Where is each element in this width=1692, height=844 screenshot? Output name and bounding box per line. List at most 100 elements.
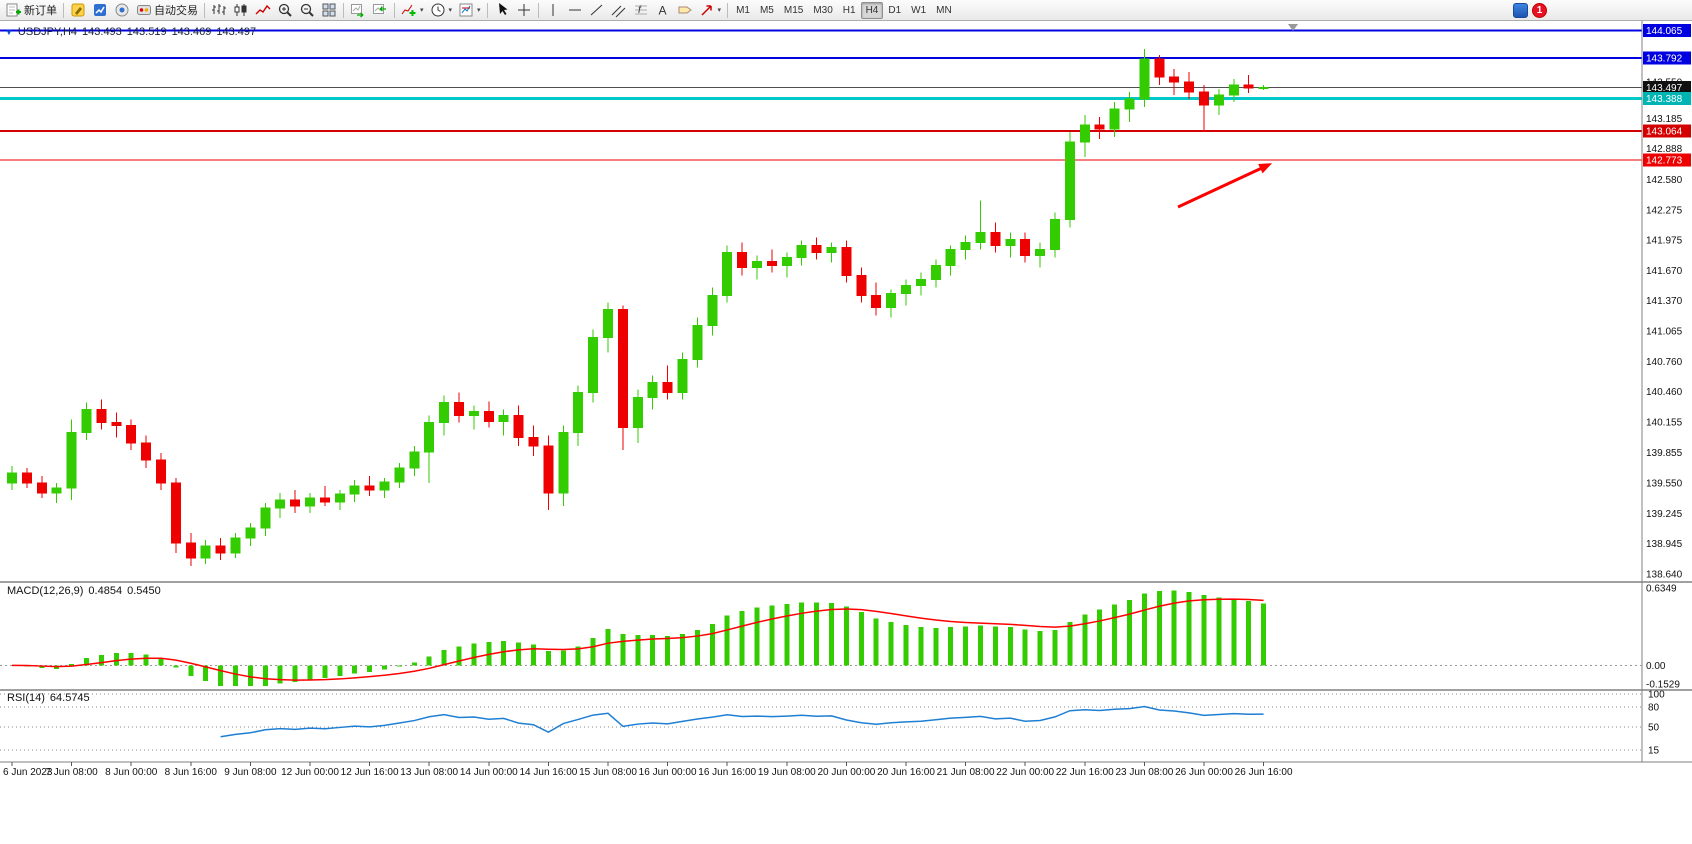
trendline-icon: [589, 2, 605, 18]
text-label-icon: [677, 2, 693, 18]
time-axis-labels: 6 Jun 20237 Jun 08:00 8 Jun 00:00 8 Jun 16…: [3, 762, 1293, 778]
svg-text:138.640: 138.640: [1646, 569, 1683, 580]
periods-icon: [430, 2, 446, 18]
text-button[interactable]: A: [652, 1, 674, 20]
candlestick-series: [7, 49, 1269, 566]
dropdown-caret-icon: ▾: [717, 7, 722, 14]
crosshair-button[interactable]: [513, 1, 535, 20]
fibonacci-icon: f: [633, 2, 649, 18]
svg-text:143.792: 143.792: [1646, 53, 1683, 64]
svg-text:22 Jun 00:00: 22 Jun 00:00: [996, 767, 1054, 778]
timeframe-m30-button[interactable]: M30: [813, 4, 833, 16]
price-axis[interactable]: [1642, 21, 1692, 762]
timeframe-m15-button[interactable]: M15: [783, 4, 804, 16]
svg-text:143.185: 143.185: [1646, 114, 1683, 125]
trendline-button[interactable]: [586, 1, 608, 20]
periods-button[interactable]: ▾: [427, 1, 456, 20]
arrows-button[interactable]: ▾: [696, 1, 725, 20]
cursor-button[interactable]: [491, 1, 513, 20]
timeframe-m5-button[interactable]: M5: [759, 4, 774, 16]
macd-histogram: [24, 590, 1267, 686]
chart-shift-button[interactable]: [369, 1, 391, 20]
zoom-out-button[interactable]: [296, 1, 318, 20]
mql5-icon[interactable]: [1513, 2, 1528, 18]
svg-text:12 Jun 16:00: 12 Jun 16:00: [341, 767, 399, 778]
templates-button[interactable]: ▾: [455, 1, 484, 20]
timeframe-h1-button[interactable]: H1: [842, 4, 856, 16]
svg-text:141.065: 141.065: [1646, 327, 1683, 338]
svg-text:26 Jun 00:00: 26 Jun 00:00: [1175, 767, 1233, 778]
svg-text:143.064: 143.064: [1646, 126, 1683, 137]
svg-text:140.155: 140.155: [1646, 418, 1683, 429]
bar-chart-icon: [211, 2, 227, 18]
bar-chart-button[interactable]: [208, 1, 230, 20]
timeframe-h4-button[interactable]: H4: [860, 1, 884, 19]
auto-scroll-icon: [350, 2, 366, 18]
line-chart-icon: [255, 2, 271, 18]
metaeditor-button[interactable]: [67, 1, 89, 20]
equidistant-channel-icon: [611, 2, 627, 18]
svg-text:0.00: 0.00: [1646, 661, 1666, 672]
autotrading-icon: [136, 2, 152, 18]
timeframe-w1-button[interactable]: W1: [911, 4, 927, 16]
arrow-drawing-object[interactable]: [1177, 163, 1273, 209]
svg-text:14 Jun 16:00: 14 Jun 16:00: [519, 767, 577, 778]
toolbar-right: 1: [1513, 2, 1547, 18]
market-watch-button[interactable]: [89, 1, 111, 20]
svg-text:6 Jun 2023: 6 Jun 2023: [3, 767, 53, 778]
svg-text:142.275: 142.275: [1646, 205, 1683, 216]
timeframe-mn-button[interactable]: MN: [936, 4, 952, 16]
rsi-name: RSI(14): [7, 692, 45, 704]
quote-bar: ▼ USDJPY,H4 143.493 143.519 143.469 143.…: [5, 26, 256, 38]
auto-scroll-button[interactable]: [347, 1, 369, 20]
svg-text:50: 50: [1648, 723, 1660, 734]
new-order-label: 新订单: [24, 5, 57, 17]
price-axis-labels: 143.550143.185142.888142.580142.275141.9…: [1646, 78, 1683, 581]
macd-indicator-label: MACD(12,26,9) 0.4854 0.5450: [7, 585, 161, 597]
svg-text:23 Jun 08:00: 23 Jun 08:00: [1115, 767, 1173, 778]
fibonacci-button[interactable]: f: [630, 1, 652, 20]
svg-text:20 Jun 00:00: 20 Jun 00:00: [817, 767, 875, 778]
rsi-axis-labels: 100 80 50 15: [1648, 690, 1665, 757]
line-chart-button[interactable]: [252, 1, 274, 20]
candlestick-chart-button[interactable]: [230, 1, 252, 20]
vertical-line-icon: [545, 2, 561, 18]
svg-text:139.855: 139.855: [1646, 448, 1683, 459]
zoom-in-icon: [277, 2, 293, 18]
quote-high: 143.519: [126, 26, 167, 38]
rsi-line: [220, 705, 1264, 738]
time-axis[interactable]: [0, 762, 1692, 780]
zoom-in-button[interactable]: [274, 1, 296, 20]
svg-text:141.370: 141.370: [1646, 296, 1683, 307]
text-label-button[interactable]: [674, 1, 696, 20]
svg-text:15: 15: [1648, 746, 1660, 757]
macd-value-main: 0.4854: [88, 585, 123, 597]
new-order-button[interactable]: 新订单: [3, 1, 60, 20]
horizontal-line-button[interactable]: [564, 1, 586, 20]
svg-text:22 Jun 16:00: 22 Jun 16:00: [1056, 767, 1114, 778]
equidistant-channel-button[interactable]: [608, 1, 630, 20]
tile-windows-button[interactable]: [318, 1, 340, 20]
notification-badge[interactable]: 1: [1532, 2, 1547, 18]
vertical-line-button[interactable]: [542, 1, 564, 20]
timeframe-m1-button[interactable]: M1: [736, 4, 750, 16]
community-button[interactable]: [111, 1, 133, 20]
svg-text:14 Jun 00:00: 14 Jun 00:00: [460, 767, 518, 778]
quote-close: 143.497: [216, 26, 257, 38]
chart-shift-marker-icon[interactable]: [1288, 24, 1298, 31]
svg-text:26 Jun 16:00: 26 Jun 16:00: [1235, 767, 1293, 778]
timeframe-d1-button[interactable]: D1: [888, 4, 902, 16]
quote-open: 143.493: [82, 26, 122, 38]
one-click-trading-toggle-icon[interactable]: ▼: [5, 27, 13, 37]
toolbar-separator: [63, 2, 64, 18]
svg-text:142.773: 142.773: [1646, 155, 1683, 166]
svg-text:141.670: 141.670: [1646, 266, 1683, 277]
svg-text:16 Jun 00:00: 16 Jun 00:00: [639, 767, 697, 778]
autotrading-button[interactable]: 自动交易: [133, 1, 201, 20]
indicators-button[interactable]: ▾: [398, 1, 427, 20]
svg-text:9 Jun 08:00: 9 Jun 08:00: [224, 767, 277, 778]
svg-text:16 Jun 16:00: 16 Jun 16:00: [698, 767, 756, 778]
svg-text:13 Jun 08:00: 13 Jun 08:00: [400, 767, 458, 778]
